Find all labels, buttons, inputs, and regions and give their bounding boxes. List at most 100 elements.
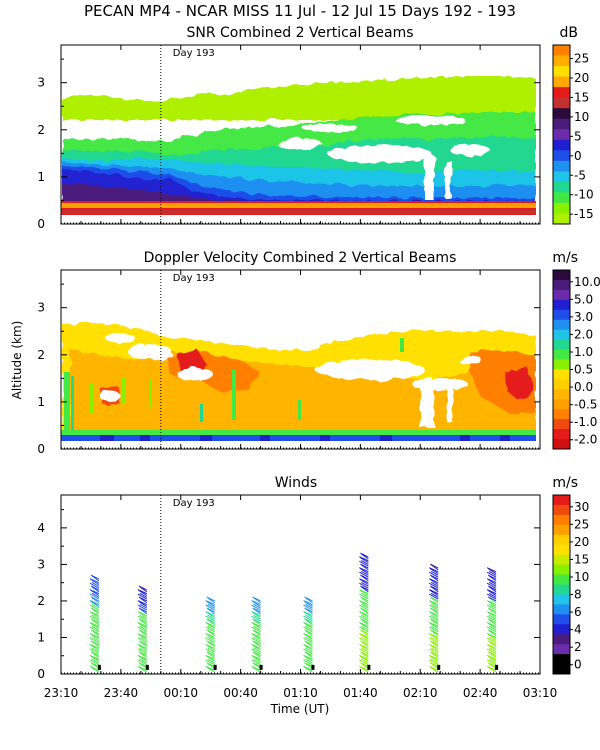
wind-barb <box>207 625 215 631</box>
snr-colorbar-cell <box>553 129 570 141</box>
wind-barb <box>429 568 439 574</box>
wind-barb <box>429 633 439 638</box>
wind-barb <box>253 625 261 631</box>
wind-barb <box>361 603 369 609</box>
wind-barb <box>430 663 439 669</box>
wind-barb <box>359 643 369 649</box>
snr-colorbar-label: 25 <box>574 52 589 66</box>
wind-barb <box>89 600 100 606</box>
wind-barb <box>139 614 148 620</box>
wind-barb <box>429 567 439 573</box>
wind-barb <box>487 618 497 624</box>
wind-barb <box>360 633 369 640</box>
winds-colorbar-cell <box>553 504 570 516</box>
wind-barb <box>252 622 261 629</box>
wind-barb <box>360 563 369 569</box>
wind-barb <box>361 614 369 620</box>
wind-profile-base <box>311 664 315 670</box>
wind-barb <box>205 665 215 671</box>
wind-barb <box>205 622 215 627</box>
wind-barb <box>91 581 100 587</box>
wind-barb <box>207 630 215 637</box>
winds-colorbar-label: 2 <box>574 640 582 654</box>
snr-colorbar-label: -15 <box>574 207 594 221</box>
wind-barb <box>253 614 261 620</box>
wind-barb <box>429 600 439 606</box>
winds-y-tick-label: 0 <box>37 667 45 681</box>
wind-barb <box>90 590 100 596</box>
wind-barb <box>303 659 313 666</box>
wind-barb <box>487 629 497 635</box>
winds-colorbar-cell <box>553 644 570 655</box>
wind-barb <box>89 643 100 649</box>
snr-field <box>61 45 540 224</box>
wind-barb <box>139 652 148 658</box>
snr-colorbar-cell <box>553 213 570 225</box>
snr-day-label: Day 193 <box>173 48 215 59</box>
wind-barb <box>205 659 215 666</box>
wind-barb <box>359 593 369 600</box>
wind-barb <box>487 585 497 591</box>
winds-colorbar-cell <box>553 634 570 645</box>
velocity-panel: Doppler Velocity Combined 2 Vertical Bea… <box>61 250 540 449</box>
wind-barb <box>206 644 215 651</box>
wind-barb <box>139 641 148 648</box>
snr-colorbar-unit: dB <box>560 25 579 41</box>
wind-barb <box>205 600 215 606</box>
velocity-colorbar-label: 0.5 <box>574 363 593 377</box>
velocity-colorbar-cell <box>553 359 570 370</box>
wind-barb <box>90 662 100 668</box>
wind-barb <box>205 637 215 644</box>
velocity-colorbar-label: 5.0 <box>574 292 593 306</box>
winds-colorbar-cell <box>553 664 570 675</box>
wind-barb <box>206 611 215 618</box>
wind-barb <box>488 636 497 642</box>
wind-barb <box>252 651 261 657</box>
wind-barb <box>305 636 313 642</box>
wind-barb <box>487 666 497 673</box>
snr-colorbar-frame <box>552 44 571 225</box>
wind-barb <box>430 581 439 587</box>
wind-barb <box>486 633 497 638</box>
wind-barb <box>205 654 215 660</box>
wind-barb <box>430 608 439 615</box>
winds-colorbar-cell <box>553 594 570 605</box>
wind-barb <box>430 564 439 571</box>
wind-profile-base <box>145 664 149 670</box>
wind-barb <box>303 626 313 633</box>
wind-barb <box>251 659 261 666</box>
wind-barb <box>428 637 439 644</box>
wind-barb <box>428 604 439 611</box>
wind-barb <box>139 625 148 631</box>
wind-barb <box>90 585 100 591</box>
wind-barb <box>251 626 261 633</box>
wind-barb <box>305 652 313 658</box>
wind-barb <box>137 589 148 595</box>
wind-barb <box>253 619 261 626</box>
wind-barb <box>303 654 313 660</box>
wind-barb <box>253 603 261 609</box>
snr-axes: 0 1 2 3 Day 193 <box>37 44 541 231</box>
wind-barb <box>488 641 497 648</box>
winds-colorbar-label: 25 <box>574 517 589 531</box>
wind-barb <box>429 654 439 660</box>
wind-barb <box>305 597 313 604</box>
wind-barb <box>304 644 313 651</box>
wind-barb <box>359 659 369 666</box>
wind-barb <box>361 625 369 631</box>
wind-barb <box>488 608 497 615</box>
wind-barb <box>360 552 369 558</box>
wind-barb <box>359 648 369 655</box>
snr-y-tick-label: 1 <box>37 170 45 184</box>
wind-barb <box>429 622 439 627</box>
wind-barb <box>486 654 497 660</box>
wind-barb <box>138 662 148 668</box>
velocity-colorbar-cell <box>553 429 570 440</box>
winds-colorbar-label: 8 <box>574 588 582 602</box>
wind-barb <box>90 666 100 673</box>
wind-barb <box>253 641 261 648</box>
wind-barb <box>430 597 439 604</box>
velocity-y-tick-label: 2 <box>37 348 45 362</box>
wind-barb <box>486 665 497 671</box>
wind-barb <box>361 630 369 637</box>
